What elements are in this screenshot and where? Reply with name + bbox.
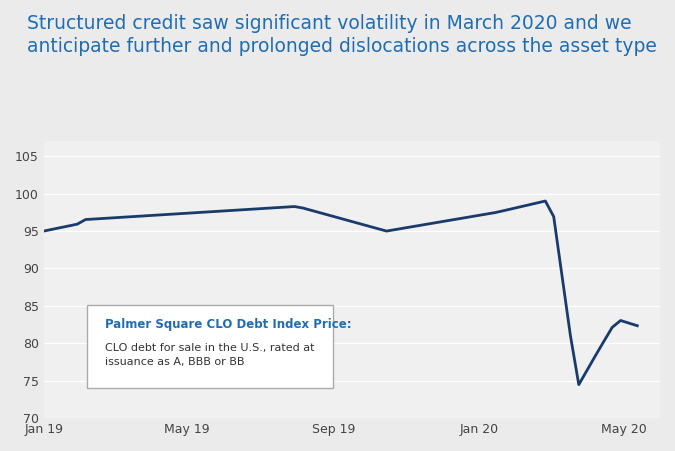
Text: CLO debt for sale in the U.S., rated at
issuance as A, BBB or BB: CLO debt for sale in the U.S., rated at … <box>105 343 315 367</box>
Text: Palmer Square CLO Debt Index Price:: Palmer Square CLO Debt Index Price: <box>105 318 352 331</box>
FancyBboxPatch shape <box>87 304 333 388</box>
Text: Structured credit saw significant volatility in March 2020 and we
anticipate fur: Structured credit saw significant volati… <box>27 14 657 56</box>
